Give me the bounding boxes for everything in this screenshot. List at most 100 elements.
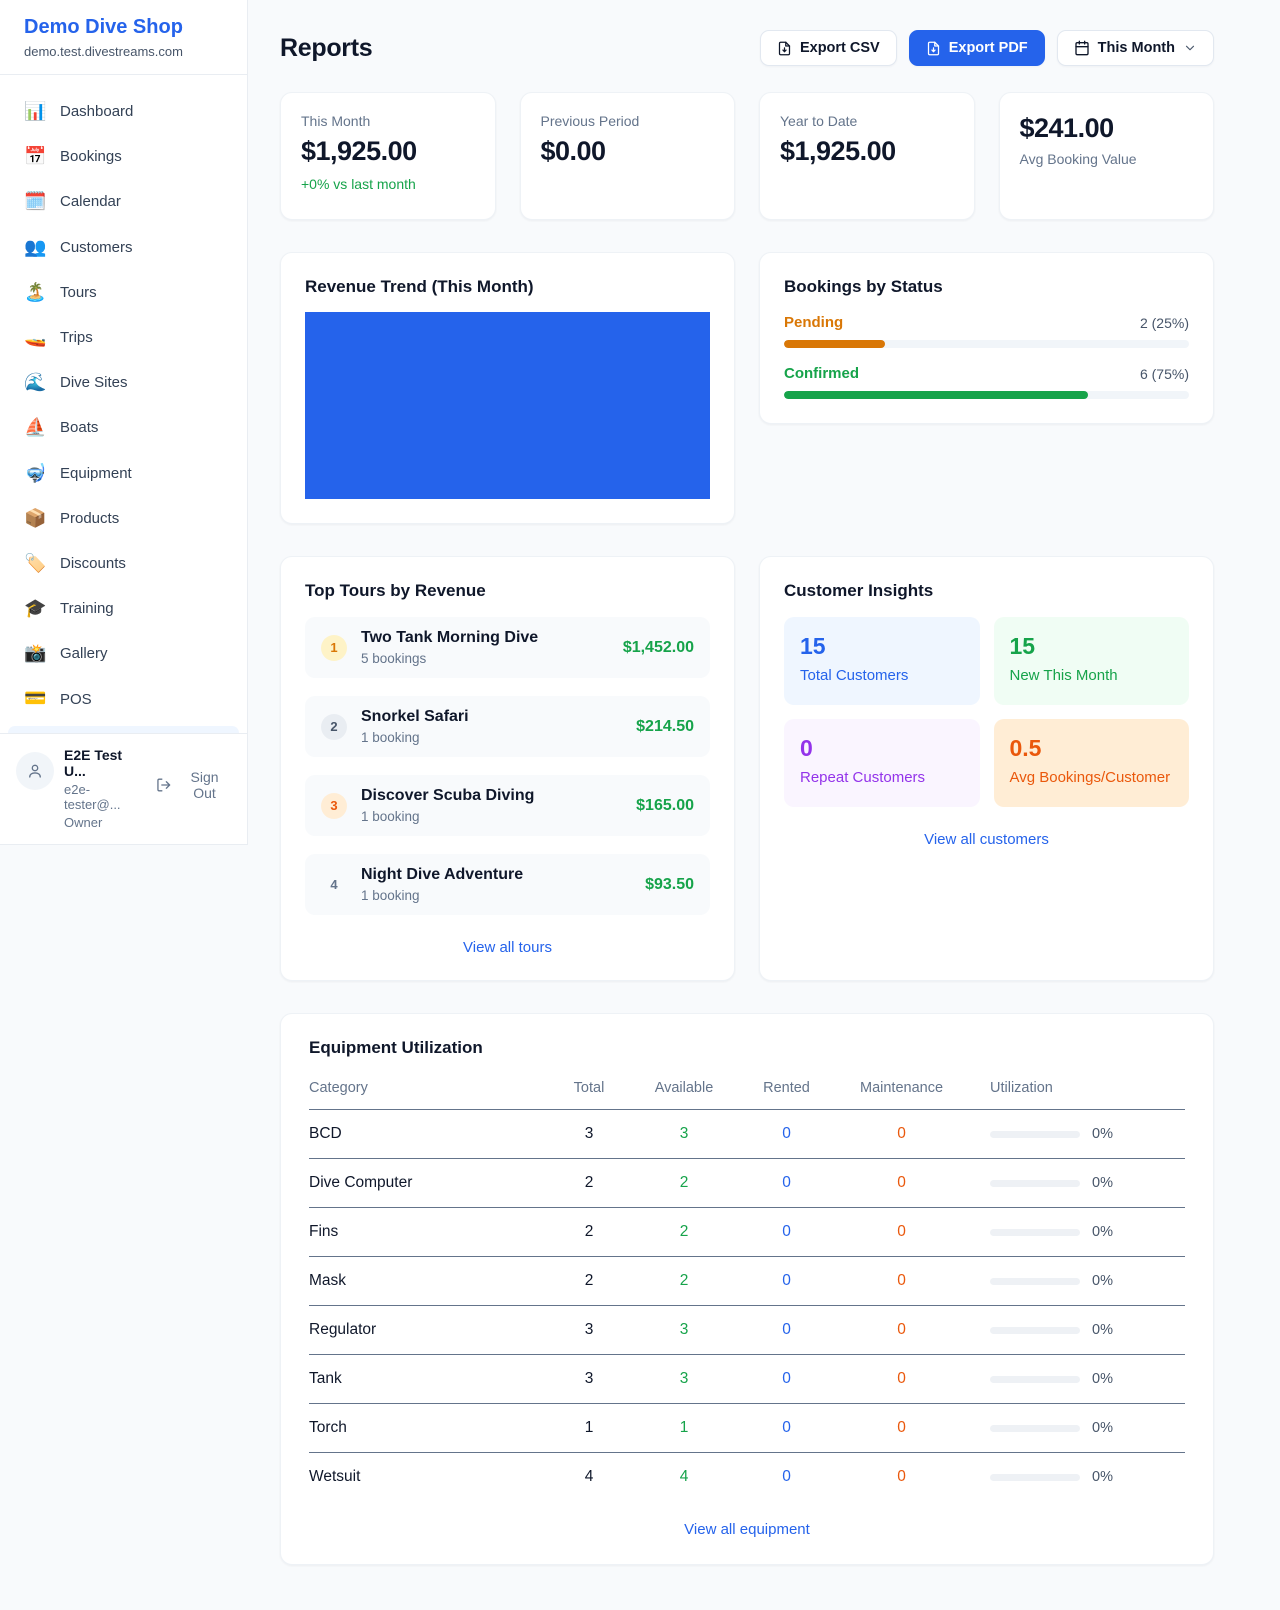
tour-row-snorkel-safari: 2 Snorkel Safari 1 booking $214.50: [305, 696, 710, 757]
training-icon: 🎓: [24, 598, 47, 619]
header-actions: Export CSV Export PDF This Month: [759, 30, 1214, 66]
sidebar-item-label: Equipment: [60, 464, 132, 482]
cell-total: 4: [584, 1468, 594, 1485]
cell-maintenance: 0: [897, 1468, 906, 1485]
revenue-trend-title: Revenue Trend (This Month): [305, 277, 534, 296]
tour-name: Two Tank Morning Dive: [361, 629, 539, 646]
status-count: 6 (75%): [1139, 365, 1189, 382]
logout-icon: [156, 778, 170, 792]
sidebar-item-training[interactable]: 🎓 Training: [8, 586, 239, 631]
period-label: This Month: [1097, 40, 1175, 56]
tour-row-two-tank-morning-dive: 1 Two Tank Morning Dive 5 bookings $1,45…: [305, 617, 710, 678]
sidebar-item-label: Customers: [60, 238, 133, 256]
cell-total: 3: [544, 1305, 634, 1355]
page-title: Reports: [280, 33, 373, 62]
equipment-table-body: BCD 3 3 0 0 0% Dive Computer 2 2 0 0 0% Fins 2 2 0 0 0% Ma…: [309, 1109, 1185, 1502]
rank-badge: 2: [321, 713, 347, 740]
insight-tile-avg-bookings-customer: 0.5 Avg Bookings/Customer: [993, 719, 1189, 807]
boats-icon: ⛵: [24, 417, 47, 438]
export-csv-label: Export CSV: [799, 40, 880, 56]
status-rows: Pending 2 (25%) Confirmed 6 (75%): [784, 314, 1189, 399]
equipment-utilization-card: Equipment Utilization Category Total Avail…: [280, 1013, 1214, 1565]
cell-maintenance: 0: [839, 1354, 964, 1404]
utilization-percent: 0%: [1092, 1126, 1113, 1142]
sidebar-item-label: Dive Sites: [60, 374, 128, 392]
gallery-icon: 📸: [24, 643, 47, 664]
rank-badge: 4: [330, 877, 338, 892]
sign-out-button[interactable]: Sign Out: [156, 769, 231, 801]
sidebar-item-label: Training: [60, 600, 114, 618]
sidebar-item-bookings[interactable]: 📅 Bookings: [8, 134, 239, 179]
equipment-row-torch: Torch 1 1 0 0 0%: [309, 1403, 1185, 1453]
export-csv-button[interactable]: Export CSV: [759, 30, 897, 66]
cell-available: 2: [634, 1158, 734, 1208]
insight-value: 15: [800, 633, 826, 659]
sidebar-item-calendar[interactable]: 🗓️ Calendar: [8, 179, 239, 224]
user-role: Owner: [64, 814, 103, 830]
sidebar-item-label: Dashboard: [60, 103, 134, 121]
view-all-customers-link[interactable]: View all customers: [924, 831, 1049, 848]
top-tours-title: Top Tours by Revenue: [305, 581, 486, 600]
utilization-bar: [990, 1375, 1080, 1383]
utilization-percent: 0%: [1092, 1371, 1113, 1387]
view-all-equipment-link[interactable]: View all equipment: [684, 1521, 810, 1538]
brand: Demo Dive Shop demo.test.divestreams.com: [0, 0, 247, 75]
brand-domain: demo.test.divestreams.com: [24, 44, 183, 59]
bookings-by-status-card: Bookings by Status Pending 2 (25%) Confi…: [759, 252, 1214, 424]
sidebar-item-label: Calendar: [60, 193, 121, 211]
sidebar-item-customers[interactable]: 👥 Customers: [8, 225, 239, 270]
view-all-tours-link[interactable]: View all tours: [463, 939, 552, 956]
sidebar-item-equipment[interactable]: 🤿 Equipment: [8, 451, 239, 496]
sidebar-item-label: Discounts: [60, 554, 126, 572]
sidebar-item-dive-sites[interactable]: 🌊 Dive Sites: [8, 360, 239, 405]
cell-utilization: 0%: [964, 1256, 1185, 1306]
cell-maintenance: 0: [839, 1403, 964, 1453]
stat-value: $241.00: [1019, 113, 1115, 143]
insight-tile-total-customers: 15 Total Customers: [784, 617, 980, 705]
utilization-bar: [990, 1277, 1080, 1285]
tour-bookings: 5 bookings: [361, 651, 427, 666]
sidebar-item-products[interactable]: 📦 Products: [8, 496, 239, 541]
stat-card-year-to-date: Year to Date $1,925.00: [759, 92, 975, 220]
stat-delta: +0% vs last month: [301, 176, 416, 192]
cell-available: 2: [634, 1256, 734, 1306]
insight-value: 0: [800, 735, 813, 761]
utilization-percent: 0%: [1092, 1420, 1113, 1436]
cell-utilization: 0%: [964, 1453, 1185, 1502]
revenue-trend-bar: [305, 312, 710, 499]
sidebar-item-reports-partial[interactable]: [8, 725, 239, 733]
cell-rented: 0: [734, 1109, 839, 1159]
cell-total: 3: [544, 1354, 634, 1404]
tour-revenue: $165.00: [636, 796, 694, 814]
utilization-bar: [990, 1130, 1080, 1138]
sidebar-item-boats[interactable]: ⛵ Boats: [8, 405, 239, 450]
customer-insights-title: Customer Insights: [784, 581, 934, 600]
cell-maintenance: 0: [839, 1109, 964, 1159]
sidebar-item-discounts[interactable]: 🏷️ Discounts: [8, 541, 239, 586]
cell-rented: 0: [734, 1256, 839, 1306]
utilization-percent: 0%: [1092, 1224, 1113, 1240]
charts-row: Revenue Trend (This Month) Bookings by S…: [280, 252, 1214, 524]
sidebar-item-tours[interactable]: 🏝️ Tours: [8, 270, 239, 315]
tour-row-discover-scuba-diving: 3 Discover Scuba Diving 1 booking $165.0…: [305, 775, 710, 836]
equipment-row-wetsuit: Wetsuit 4 4 0 0 0%: [309, 1453, 1185, 1502]
period-dropdown[interactable]: This Month: [1056, 30, 1214, 66]
sidebar-item-pos[interactable]: 💳 POS: [8, 676, 239, 721]
chevron-down-icon: [1185, 45, 1195, 51]
sidebar-item-dashboard[interactable]: 📊 Dashboard: [8, 89, 239, 134]
cell-category: Torch: [309, 1403, 544, 1453]
export-pdf-button[interactable]: Export PDF: [908, 30, 1045, 66]
sidebar-item-trips[interactable]: 🚤 Trips: [8, 315, 239, 360]
sidebar-item-gallery[interactable]: 📸 Gallery: [8, 631, 239, 676]
status-progress-fill: [784, 391, 1088, 399]
col-header-maintenance: Maintenance: [839, 1072, 964, 1110]
cell-maintenance: 0: [839, 1305, 964, 1355]
dive-sites-icon: 🌊: [24, 372, 47, 393]
cell-total: 2: [544, 1158, 634, 1208]
cell-utilization: 0%: [964, 1109, 1185, 1159]
bookings-icon: 📅: [24, 146, 47, 167]
cell-rented: 0: [782, 1468, 791, 1485]
cell-maintenance: 0: [839, 1256, 964, 1306]
status-progress-track: [784, 391, 1189, 399]
sidebar-nav: 📊 Dashboard 📅 Bookings 🗓️ Calendar 👥 Cus…: [0, 75, 247, 722]
